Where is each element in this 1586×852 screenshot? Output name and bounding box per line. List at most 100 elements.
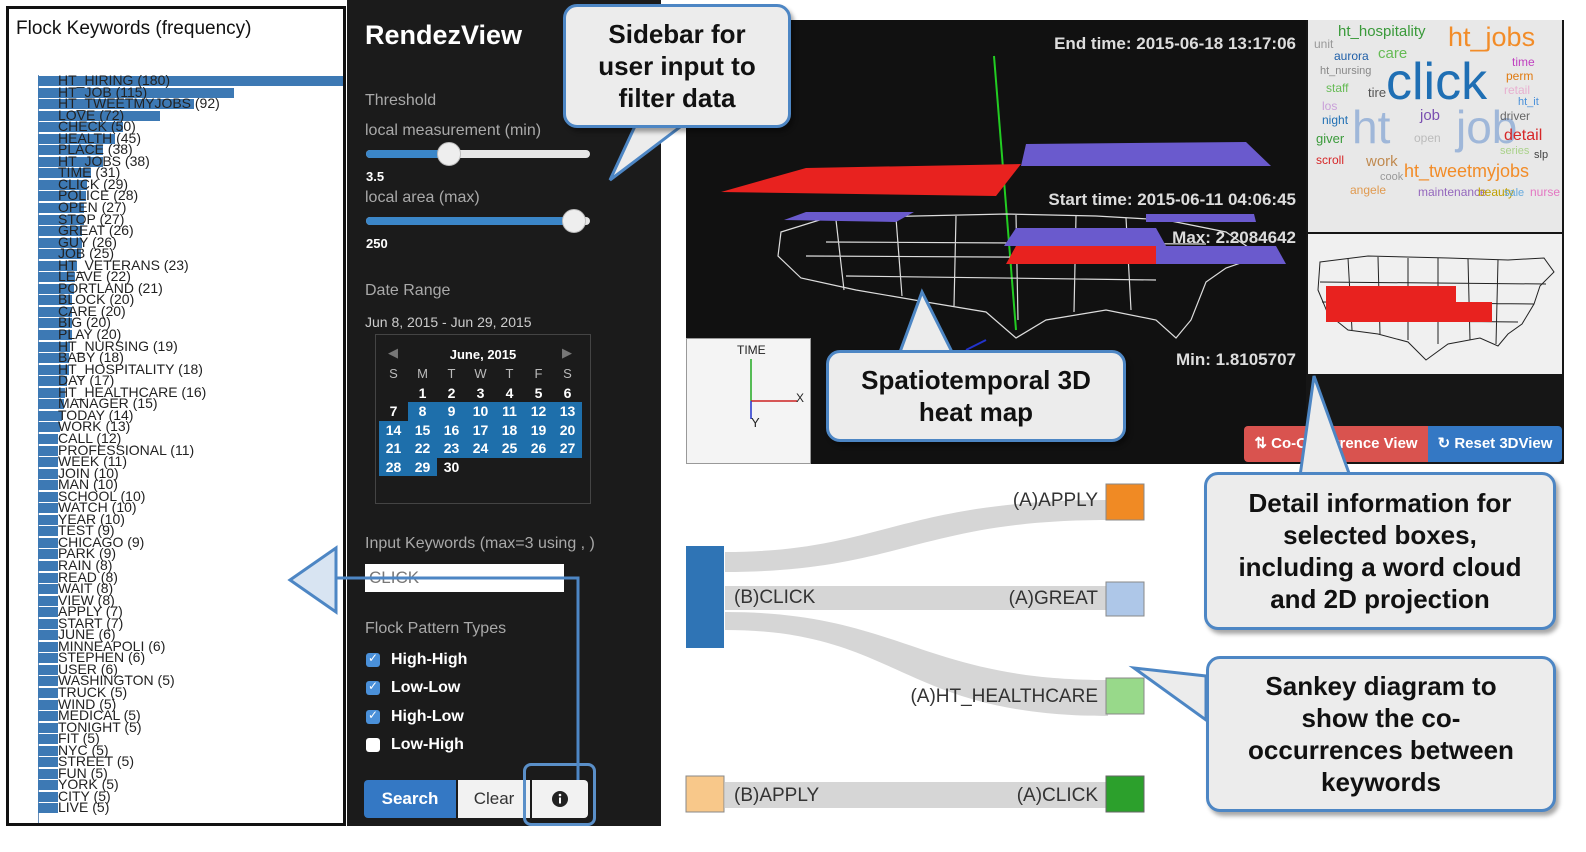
keyword-row[interactable]: MANAGER (15)	[38, 396, 343, 410]
keyword-row[interactable]: STREET (5)	[38, 754, 343, 768]
calendar-day[interactable]: 30	[443, 458, 460, 475]
keyword-row[interactable]: LOVE (72)	[38, 108, 343, 122]
keyword-row[interactable]: HEALTH (45)	[38, 131, 343, 145]
keyword-row[interactable]: PLACE (38)	[38, 142, 343, 156]
keyword-row[interactable]: BIG (20)	[38, 315, 343, 329]
keyword-bar[interactable]	[38, 318, 72, 329]
calendar-day[interactable]: 18	[495, 420, 524, 439]
keyword-row[interactable]: START (7)	[38, 616, 343, 630]
keyword-bar[interactable]	[38, 272, 76, 283]
calendar-day[interactable]: 24	[466, 439, 495, 458]
keyword-bar[interactable]	[38, 341, 71, 352]
keyword-bar[interactable]	[38, 653, 58, 664]
slider-thumb[interactable]	[562, 209, 587, 233]
keyword-row[interactable]: HT_HOSPITALITY (18)	[38, 362, 343, 376]
keyword-row[interactable]: BABY (18)	[38, 350, 343, 364]
calendar-day[interactable]: 5	[534, 384, 543, 401]
keyword-row[interactable]: OPEN (27)	[38, 200, 343, 214]
calendar-day[interactable]: 6	[563, 384, 572, 401]
keyword-bar[interactable]	[38, 457, 58, 468]
keyword-bar[interactable]	[38, 641, 58, 652]
keyword-row[interactable]: APPLY (7)	[38, 604, 343, 618]
calendar-day[interactable]: 3	[476, 384, 485, 401]
keyword-bar[interactable]	[38, 699, 58, 710]
local-measurement-slider[interactable]	[366, 142, 590, 166]
keyword-bar[interactable]	[38, 757, 58, 768]
reset-3dview-button[interactable]: ↻ Reset 3DView	[1428, 426, 1562, 462]
keyword-row[interactable]: POLICE (28)	[38, 188, 343, 202]
flock-type-checkbox[interactable]	[366, 738, 380, 752]
keyword-row[interactable]: HT_HIRING (180)	[38, 73, 343, 87]
calendar-day[interactable]: 17	[466, 420, 495, 439]
keyword-bar[interactable]	[38, 526, 58, 537]
calendar-day[interactable]: 11	[495, 402, 524, 421]
flock-type-option[interactable]: High-High	[366, 651, 467, 669]
keyword-row[interactable]: CARE (20)	[38, 304, 343, 318]
calendar-day[interactable]: 21	[379, 439, 408, 458]
keyword-bar[interactable]	[38, 179, 88, 190]
keyword-row[interactable]: PORTLAND (21)	[38, 281, 343, 295]
keyword-bar[interactable]	[38, 768, 58, 779]
calendar-day[interactable]: 23	[437, 439, 466, 458]
calendar-day[interactable]: 14	[379, 420, 408, 439]
keyword-bar[interactable]	[38, 156, 103, 167]
keyword-row[interactable]: TEST (9)	[38, 523, 343, 537]
search-button[interactable]: Search	[364, 780, 456, 818]
keyword-row[interactable]: MAN (10)	[38, 477, 343, 491]
keyword-row[interactable]: WIND (5)	[38, 697, 343, 711]
calendar-day[interactable]: 16	[437, 420, 466, 439]
keyword-bar[interactable]	[38, 191, 86, 202]
keyword-bar[interactable]	[38, 503, 58, 514]
keyword-bar[interactable]	[38, 87, 234, 98]
keyword-bar[interactable]	[38, 676, 58, 687]
keyword-bar[interactable]	[38, 422, 61, 433]
keyword-row[interactable]: USER (6)	[38, 662, 343, 676]
keyword-row[interactable]: HT_JOBS (38)	[38, 154, 343, 168]
keyword-row[interactable]: CITY (5)	[38, 789, 343, 803]
keyword-bar[interactable]	[38, 122, 123, 133]
keyword-row[interactable]: STOP (27)	[38, 212, 343, 226]
keyword-bar[interactable]	[38, 330, 72, 341]
keyword-bar[interactable]	[38, 687, 58, 698]
keyword-bar[interactable]	[38, 214, 84, 225]
keyword-row[interactable]: WEEK (11)	[38, 454, 343, 468]
keyword-bar[interactable]	[38, 537, 58, 548]
calendar-day[interactable]: 22	[408, 439, 437, 458]
keyword-row[interactable]: PARK (9)	[38, 546, 343, 560]
calendar-next-icon[interactable]: ▶	[562, 345, 572, 360]
keyword-bar[interactable]	[38, 734, 58, 745]
keyword-row[interactable]: SCHOOL (10)	[38, 489, 343, 503]
date-range-value[interactable]: Jun 8, 2015 - Jun 29, 2015	[365, 314, 532, 330]
keyword-row[interactable]: CALL (12)	[38, 431, 343, 445]
flock-type-checkbox[interactable]	[366, 708, 380, 724]
calendar-day[interactable]: 9	[437, 402, 466, 421]
keyword-row[interactable]: TODAY (14)	[38, 408, 343, 422]
keyword-bar[interactable]	[38, 410, 62, 421]
keyword-bar[interactable]	[38, 168, 91, 179]
calendar-day[interactable]: 2	[447, 384, 456, 401]
keyword-bar[interactable]	[38, 780, 58, 791]
keyword-bar[interactable]	[38, 664, 58, 675]
keyword-row[interactable]: NYC (5)	[38, 743, 343, 757]
keyword-bar[interactable]	[38, 607, 58, 618]
keyword-row[interactable]: RAIN (8)	[38, 558, 343, 572]
keyword-row[interactable]: PROFESSIONAL (11)	[38, 443, 343, 457]
calendar-prev-icon[interactable]: ◀	[388, 345, 398, 360]
keyword-row[interactable]: DAY (17)	[38, 373, 343, 387]
keyword-row[interactable]: LEAVE (22)	[38, 269, 343, 283]
keyword-bar[interactable]	[38, 480, 58, 491]
keyword-row[interactable]: JOB (25)	[38, 246, 343, 260]
calendar-day[interactable]: 12	[524, 402, 553, 421]
calendar-day[interactable]: 8	[408, 402, 437, 421]
clear-button[interactable]: Clear	[458, 780, 530, 818]
calendar-day[interactable]: 20	[553, 420, 582, 439]
keyword-bar[interactable]	[38, 283, 74, 294]
keyword-bar[interactable]	[38, 353, 69, 364]
keyword-row[interactable]: CLICK (29)	[38, 177, 343, 191]
keyword-row[interactable]: JOIN (10)	[38, 466, 343, 480]
keyword-bar[interactable]	[38, 226, 83, 237]
keyword-row[interactable]: HT_TWEETMYJOBS (92)	[38, 96, 343, 110]
keyword-bar[interactable]	[38, 711, 58, 722]
calendar-day[interactable]: 13	[553, 402, 582, 421]
flock-type-option[interactable]: High-Low	[366, 708, 464, 726]
